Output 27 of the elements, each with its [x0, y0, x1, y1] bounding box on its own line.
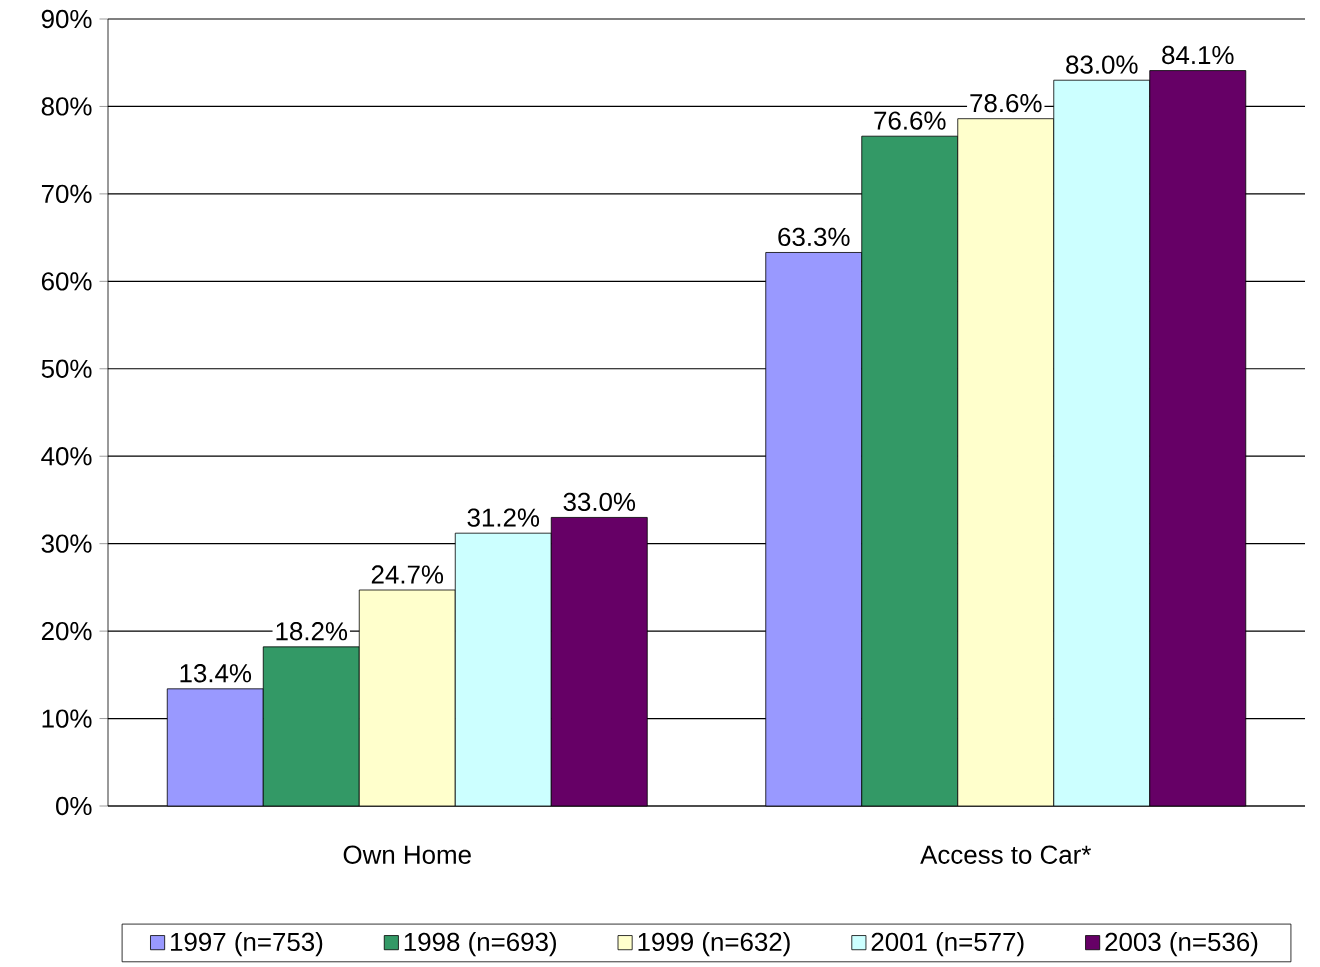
legend-label: 2001 (n=577) [871, 932, 1024, 957]
y-tick-label: 40% [41, 447, 92, 466]
legend-label: 1998 (n=693) [404, 932, 556, 957]
data-label: 18.2% [276, 622, 348, 641]
data-label: 63.3% [778, 227, 850, 247]
y-tick-label: 80% [41, 97, 92, 116]
y-tick-label: 60% [41, 272, 92, 291]
y-tick-label: 50% [41, 359, 92, 378]
y-tick-label: 20% [41, 621, 92, 641]
legend-label: 2003 (n=536) [1105, 932, 1258, 957]
data-label: 24.7% [371, 565, 444, 584]
y-tick-label: 90% [41, 9, 92, 29]
data-label: 78.6% [970, 93, 1042, 113]
data-label: 33.0% [563, 492, 636, 512]
y-tick-label: 70% [41, 184, 92, 204]
legend-label: 1999 (n=632) [638, 932, 790, 957]
data-label: 13.4% [180, 664, 252, 683]
y-tick-label: 10% [42, 709, 92, 728]
x-tick-label: Own Home [343, 845, 471, 864]
y-tick-label: 30% [41, 534, 92, 553]
data-label: 84.1% [1162, 45, 1234, 65]
data-label: 31.2% [467, 508, 540, 527]
x-tick-label: Access to Car* [920, 845, 1091, 864]
data-label: 83.0% [1066, 55, 1138, 74]
data-label: 76.6% [874, 111, 946, 130]
legend-label: 1997 (n=753) [171, 932, 323, 957]
y-tick-label: 0% [56, 796, 92, 816]
